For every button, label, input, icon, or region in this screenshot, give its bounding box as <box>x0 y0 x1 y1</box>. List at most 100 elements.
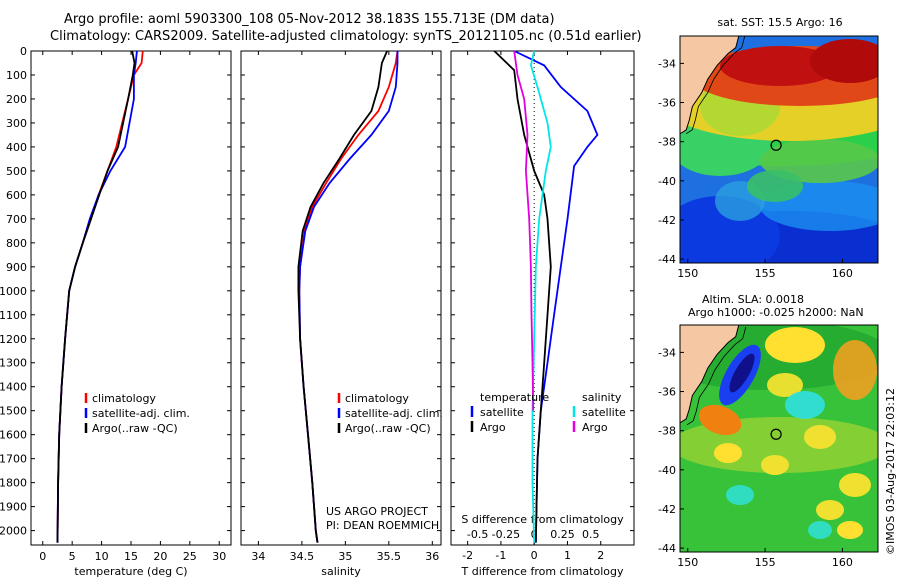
map-color-patch <box>720 46 840 86</box>
x-tick-label: 30 <box>212 550 226 563</box>
x-tick-label: 15 <box>124 550 138 563</box>
map-color-patch <box>808 521 832 539</box>
series-line-argo---raw--qc- <box>297 50 388 543</box>
y-tick-label: 1800 <box>0 477 27 490</box>
legend-label: satellite <box>480 406 524 419</box>
x-axis-label: salinity <box>321 565 361 578</box>
sla-map-axes <box>679 324 879 553</box>
map-title: sat. SST: 15.5 Argo: 16 <box>717 16 842 29</box>
map-color-patch <box>833 340 877 400</box>
y-tick-label: 1000 <box>0 285 27 298</box>
land-mass <box>680 325 740 424</box>
annotation-text: PI: DEAN ROEMMICH <box>326 519 439 532</box>
x-tick-label: 1 <box>564 549 571 562</box>
y-tick-label: -34 <box>658 346 676 359</box>
figure-title-line2: Climatology: CARS2009. Satellite-adjuste… <box>50 29 642 44</box>
s-tick-label: -0.5 <box>467 528 488 541</box>
legend-title: temperature <box>480 391 549 404</box>
sla-field <box>680 325 878 552</box>
land-mass <box>680 36 740 135</box>
legend-label: Argo(..raw -QC) <box>345 422 431 435</box>
legend-label: climatology <box>345 392 409 405</box>
y-tick-label: -36 <box>658 386 676 399</box>
legend-label: Argo(..raw -QC) <box>92 422 178 435</box>
x-tick-label: 0 <box>531 549 538 562</box>
x-axis-label: T difference from climatology <box>461 565 624 578</box>
y-tick-label: 0 <box>20 45 27 58</box>
x-tick-label: 5 <box>69 550 76 563</box>
map-color-patch <box>785 391 825 419</box>
y-tick-label: 400 <box>6 141 27 154</box>
y-tick-label: -42 <box>658 214 676 227</box>
y-tick-label: -42 <box>658 503 676 516</box>
x-tick-label: 2 <box>597 549 604 562</box>
map-color-patch <box>839 473 871 497</box>
map-color-patch <box>804 425 836 449</box>
legend-label: Argo <box>582 421 608 434</box>
y-tick-label: -40 <box>658 464 676 477</box>
x-tick-label: 160 <box>832 556 853 569</box>
y-tick-label: 200 <box>6 93 27 106</box>
x-tick-label: 35.5 <box>377 550 402 563</box>
map-title: Altim. SLA: 0.0018 <box>702 293 804 306</box>
x-tick-label: 155 <box>755 556 776 569</box>
y-tick-label: 1400 <box>0 381 27 394</box>
y-tick-label: -38 <box>658 425 676 438</box>
x-tick-label: 36 <box>425 550 439 563</box>
map-color-patch <box>729 353 755 393</box>
contour-line <box>686 326 747 426</box>
series-line-salinity-satellite <box>529 50 552 543</box>
legend-label: satellite <box>582 406 626 419</box>
legend-label: climatology <box>92 392 156 405</box>
series-line-temperature-argo <box>493 50 552 543</box>
difference-profile-axes <box>450 50 635 546</box>
map-color-patch <box>747 170 803 202</box>
y-tick-label: 1700 <box>0 453 27 466</box>
x-tick-label: 35 <box>338 550 352 563</box>
x-tick-label: 155 <box>755 267 776 280</box>
x-tick-label: 150 <box>677 267 698 280</box>
x-tick-label: -1 <box>495 549 506 562</box>
x-tick-label: 150 <box>677 556 698 569</box>
argo-position-marker <box>770 139 782 151</box>
temperature-profile-axes <box>30 50 232 546</box>
y-tick-label: 1600 <box>0 429 27 442</box>
y-tick-label: 1200 <box>0 333 27 346</box>
legend-label: satellite-adj. clim. <box>345 407 443 420</box>
y-tick-label: 1300 <box>0 357 27 370</box>
legend-label: Argo <box>480 421 506 434</box>
x-tick-label: 34 <box>251 550 265 563</box>
y-tick-label: 300 <box>6 117 27 130</box>
x-axis-label: temperature (deg C) <box>74 565 187 578</box>
series-line-climatology <box>298 50 399 543</box>
s-tick-label: 0.25 <box>550 528 575 541</box>
y-tick-label: 1100 <box>0 309 27 322</box>
map-color-patch <box>837 521 863 539</box>
map-color-patch <box>810 39 878 83</box>
map-color-patch <box>714 443 742 463</box>
y-tick-label: 500 <box>6 165 27 178</box>
y-tick-label: 1900 <box>0 501 27 514</box>
y-tick-label: 1500 <box>0 405 27 418</box>
y-tick-label: -44 <box>658 253 676 266</box>
y-tick-label: 2000 <box>0 525 27 538</box>
x-tick-label: 34.5 <box>290 550 315 563</box>
y-tick-label: 900 <box>6 261 27 274</box>
y-tick-label: 700 <box>6 213 27 226</box>
map-color-patch <box>816 500 844 520</box>
y-tick-label: -40 <box>658 175 676 188</box>
y-tick-label: -44 <box>658 542 676 555</box>
x-tick-label: 10 <box>95 550 109 563</box>
annotation-text: US ARGO PROJECT <box>326 505 428 518</box>
x-tick-label: 0 <box>39 550 46 563</box>
x-axis-label-top: S difference from climatology <box>461 513 624 526</box>
y-tick-label: 600 <box>6 189 27 202</box>
series-line-satellite-adj--clim- <box>298 51 399 543</box>
map-color-patch <box>726 485 754 505</box>
x-tick-label: -2 <box>462 549 473 562</box>
y-tick-label: -38 <box>658 136 676 149</box>
x-tick-label: 25 <box>183 550 197 563</box>
x-tick-label: 160 <box>832 267 853 280</box>
series-line-argo---raw--qc- <box>56 50 136 543</box>
